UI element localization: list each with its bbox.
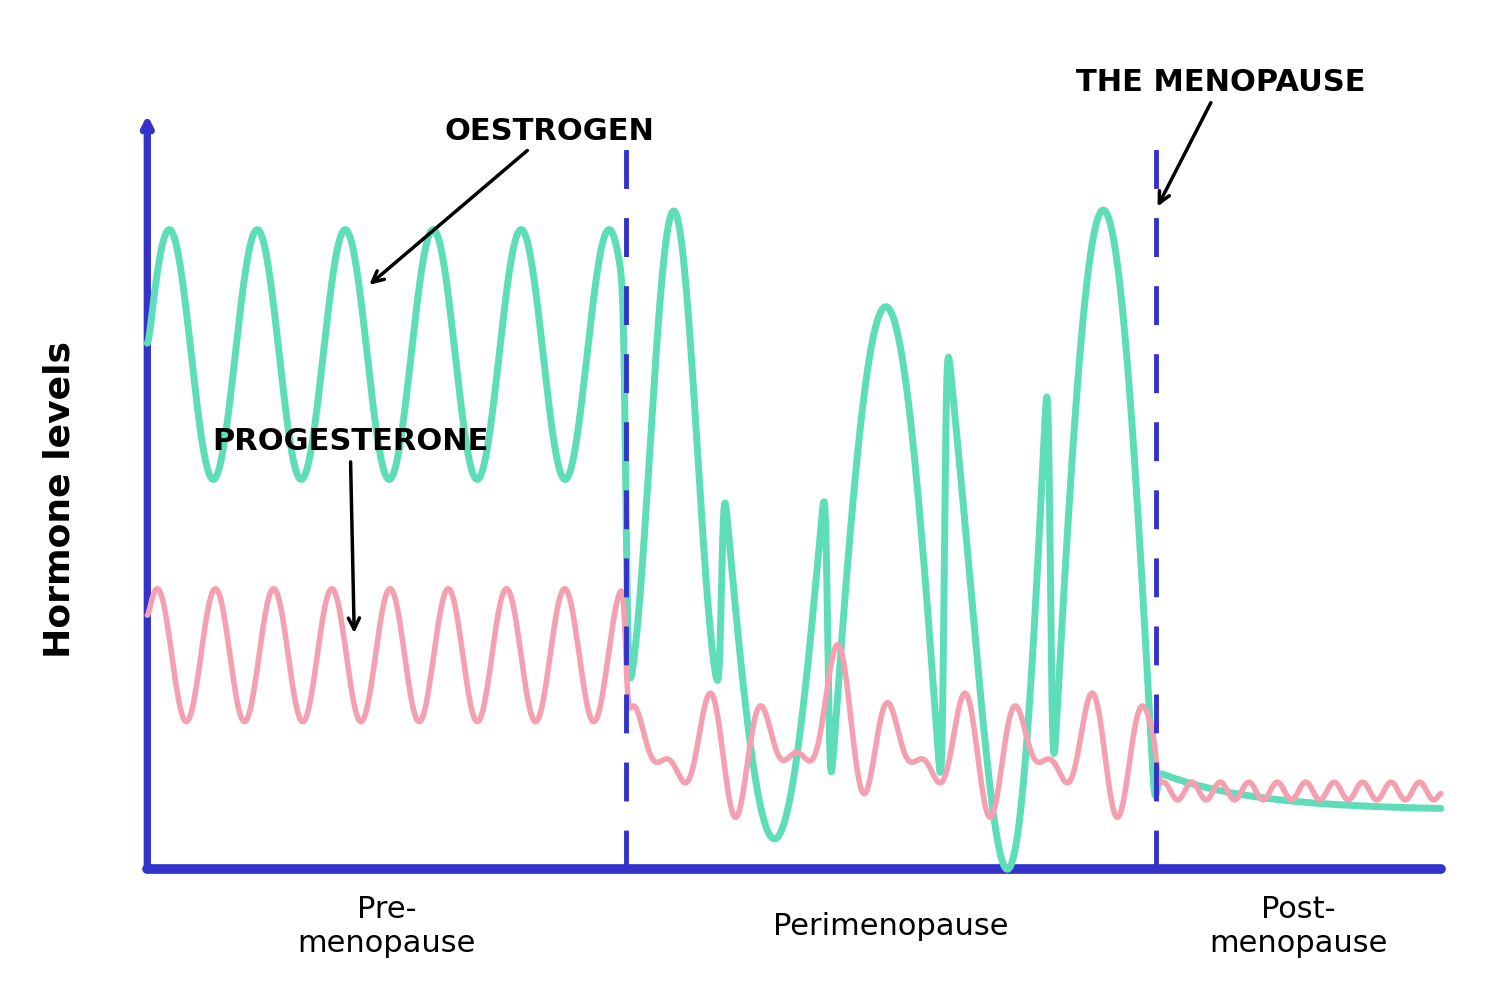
Text: PROGESTERONE: PROGESTERONE [211, 427, 489, 629]
Text: OESTROGEN: OESTROGEN [372, 117, 654, 282]
Text: Pre-
menopause: Pre- menopause [297, 896, 476, 958]
Text: THE MENOPAUSE: THE MENOPAUSE [1076, 68, 1365, 203]
Text: Post-
menopause: Post- menopause [1209, 896, 1388, 958]
Text: Hormone levels: Hormone levels [42, 342, 76, 658]
Text: Perimenopause: Perimenopause [774, 912, 1010, 941]
